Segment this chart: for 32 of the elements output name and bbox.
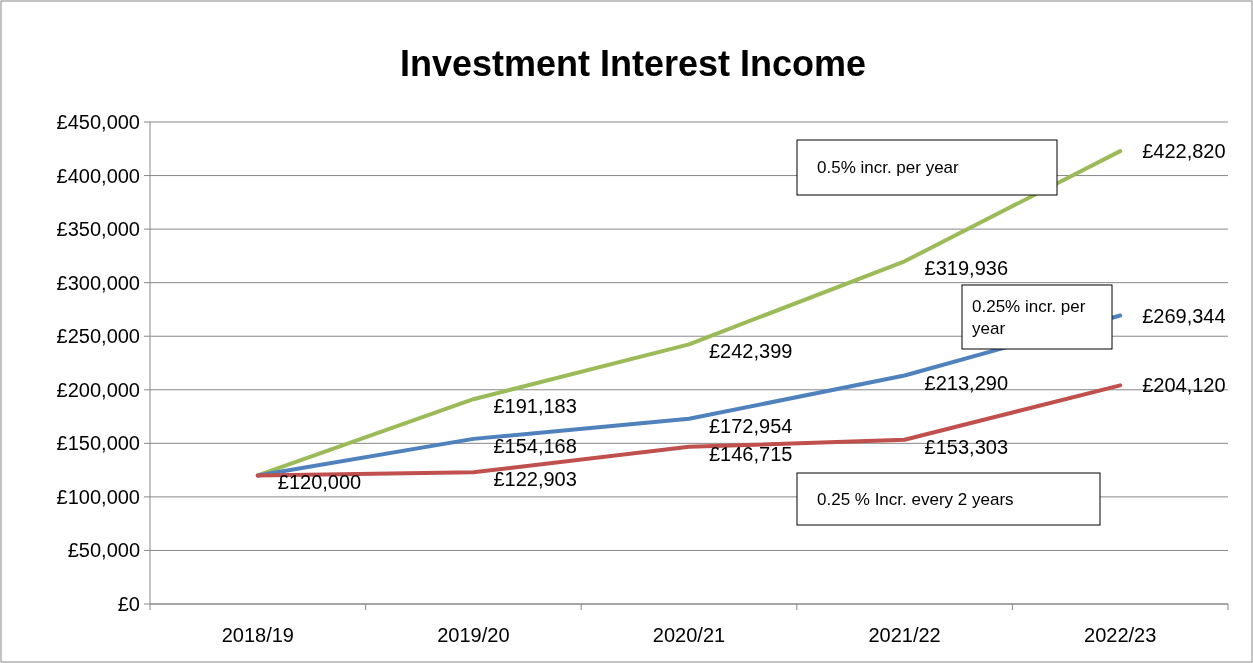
data-label: £191,183 bbox=[493, 395, 577, 418]
text: 0.25 % Incr. every 2 years bbox=[817, 489, 1014, 509]
y-tick-label: £350,000 bbox=[56, 218, 140, 241]
data-label: £120,000 bbox=[277, 471, 362, 494]
data-label: £269,344 bbox=[1142, 304, 1226, 327]
y-tick-label: £400,000 bbox=[56, 164, 140, 187]
x-tick-label: 2022/23 bbox=[1084, 624, 1157, 646]
x-tick-label: 2021/22 bbox=[868, 624, 941, 646]
data-label: £122,903 bbox=[493, 468, 577, 491]
y-tick-label: £0 bbox=[117, 593, 140, 615]
chart-title: Investment Interest Income bbox=[399, 43, 867, 84]
data-label: £146,715 bbox=[709, 442, 793, 465]
series-label: 0.25% incr. per year bbox=[972, 296, 1086, 338]
text: 0.5% incr. per year bbox=[817, 158, 960, 178]
data-label: £213,290 bbox=[924, 371, 1009, 394]
data-label: £242,399 bbox=[709, 340, 793, 363]
data-label: £172,954 bbox=[709, 414, 793, 437]
y-tick-label: £50,000 bbox=[67, 539, 140, 562]
y-tick-label: £100,000 bbox=[56, 485, 140, 508]
y-tick-label: £200,000 bbox=[56, 378, 140, 401]
y-tick-label: £450,000 bbox=[56, 111, 140, 133]
x-tick-label: 2019/20 bbox=[437, 624, 510, 646]
y-tick-label: £150,000 bbox=[56, 432, 140, 455]
data-label: £153,303 bbox=[924, 435, 1009, 458]
y-tick-label: £250,000 bbox=[56, 325, 140, 348]
data-label: £204,120 bbox=[1142, 374, 1226, 397]
data-label: £154,168 bbox=[493, 434, 577, 457]
data-label: £422,820 bbox=[1142, 140, 1226, 163]
data-label: £319,936 bbox=[924, 257, 1009, 280]
y-tick-label: £300,000 bbox=[56, 271, 140, 294]
x-tick-label: 2018/19 bbox=[221, 624, 294, 646]
x-tick-label: 2020/21 bbox=[652, 624, 726, 646]
